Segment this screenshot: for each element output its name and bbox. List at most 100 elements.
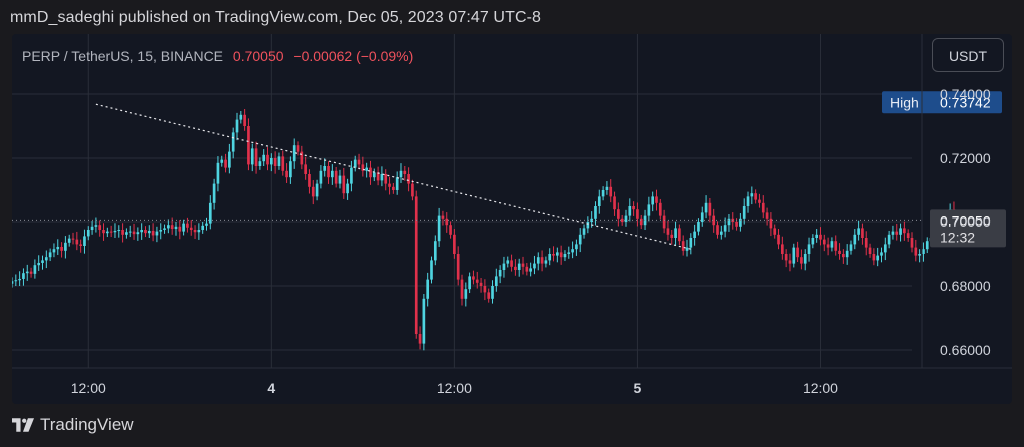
candle-body [430,260,433,280]
candle [296,141,300,156]
candle [678,224,681,246]
candle [845,244,849,265]
candle [117,225,121,238]
candle [86,226,90,241]
candle [658,198,662,220]
candle [632,201,635,216]
candle [75,231,79,251]
candle-body [392,186,395,190]
candle [323,158,327,177]
candle-body [254,148,258,166]
candle-body [868,247,872,254]
candles [12,109,960,351]
candle [910,232,914,253]
candle-body [838,250,841,254]
candle [254,141,258,174]
candle [479,278,483,293]
symbol-name: PERP / TetherUS, 15, BINANCE [22,48,224,64]
candle-body [777,234,780,245]
x-tick-label: 12:00 [437,380,472,396]
candle-body [37,262,41,266]
candle-body [666,228,670,235]
candle-body [151,230,155,236]
candle-body [128,231,132,233]
candle [636,202,639,227]
candle-body [167,225,170,229]
symbol-legend: PERP / TetherUS, 15, BINANCE 0.70050 −0.… [22,48,413,64]
candle-body [247,126,250,165]
candle-body [811,238,815,245]
candle-body [887,234,891,245]
candle [716,221,719,239]
x-tick-label: 12:00 [71,380,106,396]
candle [456,246,460,286]
candle [853,229,857,250]
candle-body [18,278,21,281]
candle-body [433,241,437,261]
candle-body [441,215,445,219]
candle-body [22,273,25,279]
candle-body [399,170,403,178]
candle [887,230,891,249]
candle-body [601,190,605,197]
candle [361,156,365,177]
candle-body [98,225,102,230]
candle-body [285,170,288,178]
candle-body [510,260,513,267]
candle-body [83,236,86,246]
candle-body [422,298,426,344]
candle-body [552,254,555,256]
candle-body [658,202,662,216]
candle-body [29,271,33,274]
candle-body [460,279,464,299]
candle-body [220,159,224,163]
candle-body [289,161,292,178]
candle-body [796,247,799,258]
candle [94,217,98,233]
candle [433,235,437,266]
candle-body [86,230,90,237]
candle-body [925,241,929,250]
candle-body [449,225,452,235]
candle [700,206,704,227]
publish-info: mmD_sadeghi published on TradingView.com… [10,9,542,26]
candle [552,246,555,262]
candle [536,252,540,271]
candle-body [212,183,216,203]
candle-body [243,114,246,126]
candle-body [685,247,689,251]
candle-body [845,250,849,258]
candle [437,207,441,247]
candle-body [319,170,323,184]
candle-body [624,215,628,222]
candle-body [125,232,128,235]
candle [147,225,151,238]
candle-body [807,244,811,254]
candle [811,234,815,249]
candle [273,151,277,174]
candle-body [395,177,399,190]
candle [25,264,29,281]
candle-body [590,218,593,222]
candle [189,220,193,236]
candle-body [708,202,712,216]
chart-panel[interactable]: High 0.73742 0.70050 12:32 0.74000 0.72000 0.… [12,34,1012,404]
currency-unit-button[interactable]: USDT [932,38,1004,72]
candle [914,239,918,262]
candle-body [697,222,700,232]
candle-body [750,193,754,197]
candle-body [536,257,540,264]
candle [418,326,422,350]
candle [773,224,777,239]
candle [174,222,178,236]
candle-body [376,172,380,181]
candle-body [922,249,925,254]
candle [788,253,792,272]
candle-body [735,222,738,227]
candle [201,222,205,234]
candle [472,270,475,285]
candle-body [670,234,674,238]
candle-body [548,254,552,261]
